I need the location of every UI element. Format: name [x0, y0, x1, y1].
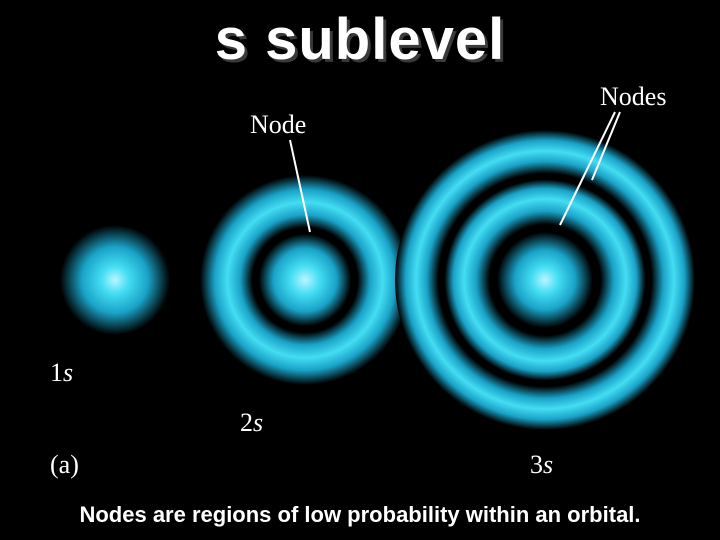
label-2s: 2s: [240, 408, 263, 438]
page-title: s sublevel: [0, 6, 720, 73]
orbital-3s: [395, 130, 695, 430]
label-1s: 1s: [50, 358, 73, 388]
orbital-1s: [60, 225, 170, 335]
label-3s: 3s: [530, 450, 553, 480]
orbital-3s-svg: [395, 130, 695, 430]
label-a-marker: (a): [50, 450, 79, 480]
label-node-single: Node: [250, 110, 306, 140]
orbital-2s-svg: [200, 175, 410, 385]
label-nodes-plural: Nodes: [600, 82, 666, 112]
diagram-stage: s sublevel: [0, 0, 720, 540]
orbital-2s: [200, 175, 410, 385]
caption-text: Nodes are regions of low probability wit…: [0, 502, 720, 528]
orbital-1s-svg: [60, 225, 170, 335]
